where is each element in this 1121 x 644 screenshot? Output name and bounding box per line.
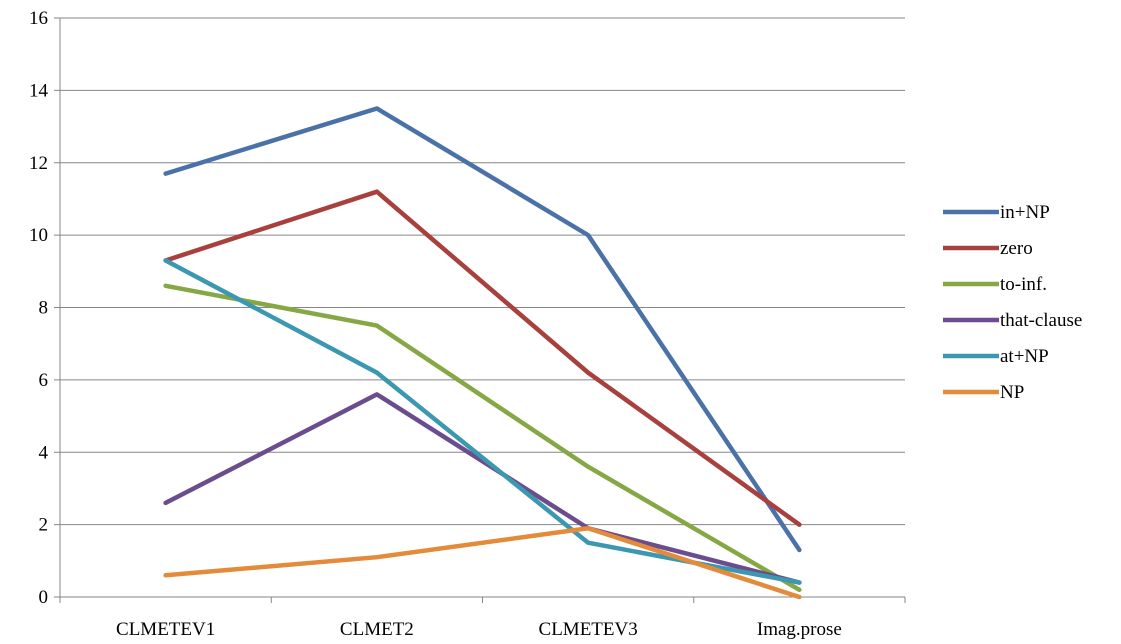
x-tick-label: CLMETEV3 (539, 619, 638, 640)
legend-label: NP (1000, 382, 1024, 403)
y-tick-label: 12 (29, 153, 48, 174)
series-line-2 (163, 283, 802, 593)
y-tick-label: 0 (39, 587, 49, 608)
y-tick-label: 8 (39, 298, 49, 319)
series-line-3 (163, 392, 802, 585)
x-tick-label: CLMETEV1 (116, 619, 215, 640)
legend-label: that-clause (1000, 310, 1082, 331)
series-lines (163, 106, 802, 600)
y-tick-labels: 0 2 4 6 8 10 12 14 16 (29, 8, 49, 608)
legend: in+NP zero to-inf. that-clause at+NP NP (943, 202, 1082, 403)
x-tick-label: CLMET2 (340, 619, 414, 640)
y-tick-label: 4 (39, 442, 49, 463)
x-tick-label: Imag.prose (757, 619, 842, 640)
axes (54, 17, 906, 603)
legend-label: zero (1000, 238, 1033, 259)
y-tick-label: 10 (29, 225, 48, 246)
legend-label: to-inf. (1000, 274, 1047, 295)
x-tick-labels: CLMETEV1 CLMET2 CLMETEV3 Imag.prose (116, 619, 842, 640)
series-line-0 (163, 106, 802, 553)
series-line-1 (163, 189, 802, 527)
series-line-5 (163, 525, 802, 600)
y-tick-label: 2 (39, 515, 49, 536)
y-tick-label: 6 (39, 370, 49, 391)
y-tick-label: 14 (29, 80, 49, 101)
legend-label: in+NP (1000, 202, 1050, 223)
legend-label: at+NP (1000, 346, 1049, 367)
y-tick-label: 16 (29, 8, 48, 29)
